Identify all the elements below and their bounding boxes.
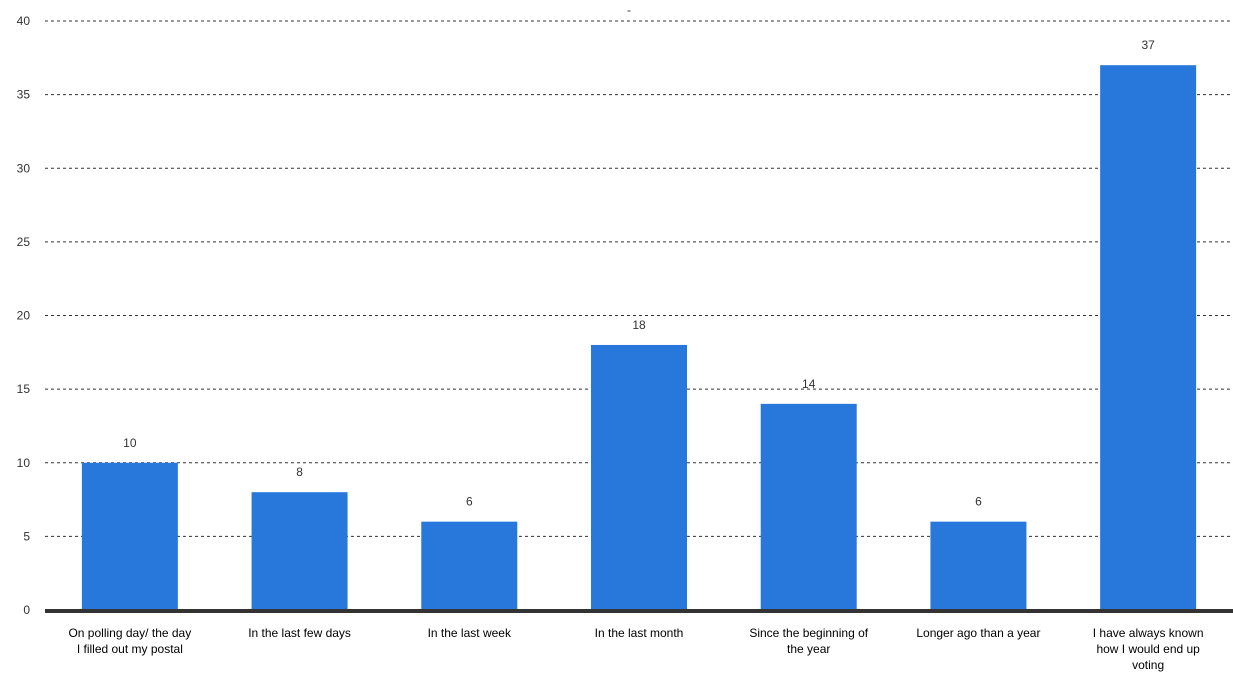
y-tick-label-40: 40 [17,14,31,28]
data-label-7: 37 [1141,38,1155,52]
x-tick-label-3: In the last week [428,626,512,640]
bar-5 [760,403,857,610]
bar-4 [591,344,687,610]
x-axis-baseline [45,609,1233,613]
x-tick-label-2: In the last few days [248,626,351,640]
x-tick-label-7: I have always known how I would end up vot… [1093,626,1204,672]
x-axis-labels: On polling day/ the day I filled out my p… [68,626,1203,672]
y-tick-label-0: 0 [23,603,30,617]
data-label-4: 18 [632,318,646,332]
data-label-6: 6 [975,495,982,509]
y-tick-label-5: 5 [23,529,30,543]
data-label-1: 10 [123,436,137,450]
bars [81,65,1197,611]
data-label-5: 14 [802,377,816,391]
bar-6 [930,521,1027,610]
data-label-2: 8 [296,465,303,479]
y-tick-label-15: 15 [17,382,31,396]
y-axis-ticks: 0 5 10 15 20 25 30 35 40 [17,14,31,617]
data-labels: 10 8 6 18 14 6 37 [123,38,1155,508]
bar-1 [81,462,178,610]
y-tick-label-30: 30 [17,161,31,175]
bar-2 [251,492,348,610]
data-label-3: 6 [466,495,473,509]
x-tick-label-4: In the last month [595,626,684,640]
x-tick-label-6: Longer ago than a year [916,626,1040,640]
y-tick-label-20: 20 [17,309,31,323]
chart-title: - [627,3,631,17]
y-tick-label-10: 10 [17,456,31,470]
bar-3 [421,521,518,610]
y-tick-label-35: 35 [17,88,31,102]
y-tick-label-25: 25 [17,235,31,249]
x-tick-label-5: Since the beginning of the year [749,626,868,656]
bar-7 [1100,65,1197,611]
x-tick-label-1: On polling day/ the day I filled out my p… [68,626,191,656]
